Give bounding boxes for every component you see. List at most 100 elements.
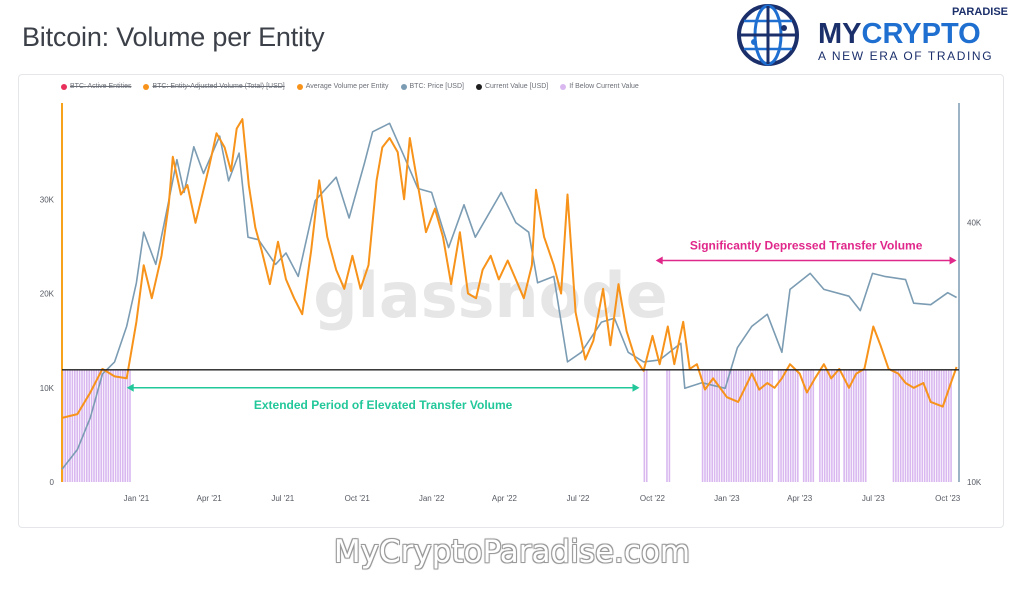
page-title: Bitcoin: Volume per Entity — [22, 22, 325, 52]
below-current-stripe — [645, 369, 648, 482]
annotation-text: Significantly Depressed Transfer Volume — [690, 239, 923, 253]
x-tick-label: Jan '22 — [419, 494, 445, 503]
below-current-stripe — [855, 369, 857, 482]
legend-dot-icon — [560, 83, 567, 90]
below-current-stripe — [935, 369, 938, 482]
below-current-stripe — [114, 369, 117, 482]
below-current-stripe — [850, 369, 853, 482]
below-current-stripe — [845, 369, 848, 482]
below-current-stripe — [708, 369, 711, 482]
below-current-stripe — [95, 369, 98, 482]
below-current-stripe — [737, 369, 740, 482]
below-current-stripe — [777, 369, 780, 482]
below-current-stripe — [759, 369, 761, 482]
below-current-stripe — [899, 369, 902, 482]
below-current-stripe — [943, 369, 945, 482]
below-current-stripe — [835, 369, 838, 482]
below-current-stripe — [668, 369, 671, 482]
below-current-stripe — [720, 369, 723, 482]
legend-item[interactable]: BTC: Price [USD] — [400, 83, 464, 90]
x-tick-label: Jan '23 — [714, 494, 740, 503]
below-current-stripe — [93, 369, 95, 482]
below-current-stripe — [81, 369, 83, 482]
chart-card: BTC: Active Entities BTC: Entity-Adjusted… — [18, 74, 1004, 528]
below-current-stripe — [112, 369, 114, 482]
annotation-arrowhead-left — [655, 256, 663, 265]
below-current-stripe — [66, 369, 69, 482]
below-current-stripe — [124, 369, 126, 482]
legend-label: If Below Current Value — [569, 83, 639, 90]
below-current-stripe — [105, 369, 107, 482]
below-current-stripe — [704, 369, 706, 482]
x-tick-label: Jul '23 — [862, 494, 885, 503]
below-current-stripe — [919, 369, 921, 482]
below-current-stripe — [740, 369, 742, 482]
below-current-stripe — [666, 369, 668, 482]
below-current-stripe — [780, 369, 782, 482]
below-current-stripe — [947, 369, 950, 482]
below-current-stripe — [761, 369, 764, 482]
annotation-0: Extended Period of Elevated Transfer Vol… — [126, 383, 640, 412]
below-current-range-2 — [666, 369, 671, 482]
below-current-stripe — [892, 369, 895, 482]
below-current-stripe — [768, 369, 771, 482]
x-tick-label: Jul '21 — [271, 494, 294, 503]
below-current-stripe — [907, 369, 909, 482]
y-right-tick-label: 40K — [967, 219, 982, 228]
below-current-stripe — [843, 369, 845, 482]
below-current-stripe — [771, 369, 773, 482]
legend-label: Current Value [USD] — [484, 83, 549, 90]
below-current-stripe — [904, 369, 907, 482]
legend-item[interactable]: Current Value [USD] — [475, 83, 549, 90]
below-current-stripe — [931, 369, 933, 482]
logo-brand-accent: CRYPTO — [862, 18, 981, 50]
legend-dot-icon — [400, 83, 407, 90]
below-current-stripe — [102, 369, 105, 482]
below-current-stripe — [725, 369, 728, 482]
below-current-stripe — [848, 369, 850, 482]
below-current-stripe — [926, 369, 928, 482]
below-current-stripe — [933, 369, 936, 482]
below-current-stripe — [730, 369, 733, 482]
x-tick-label: Oct '22 — [640, 494, 666, 503]
below-current-stripe — [764, 369, 766, 482]
legend-item[interactable]: If Below Current Value — [560, 83, 639, 90]
below-current-stripe — [823, 369, 826, 482]
below-current-stripe — [747, 369, 749, 482]
x-tick-label: Jul '22 — [567, 494, 590, 503]
below-current-range-4 — [777, 369, 799, 482]
legend-dot-icon — [296, 83, 303, 90]
brand-logo: PARADISE MYCRYPTO A NEW ERA OF TRADING — [737, 4, 1008, 66]
annotation-arrowhead-right — [949, 256, 957, 265]
y-left-tick-label: 0 — [50, 478, 55, 487]
below-current-stripe — [732, 369, 735, 482]
annotation-text: Extended Period of Elevated Transfer Vol… — [254, 398, 513, 412]
below-current-stripe — [923, 369, 926, 482]
below-current-stripe — [797, 369, 799, 482]
legend-dot-icon — [475, 83, 482, 90]
below-current-stripe — [895, 369, 897, 482]
x-tick-label: Oct '21 — [345, 494, 371, 503]
legend-item[interactable]: Average Volume per Entity — [296, 83, 389, 90]
legend-item[interactable]: BTC: Active Entities — [61, 83, 131, 90]
x-tick-label: Apr '21 — [197, 494, 223, 503]
below-current-stripe — [749, 369, 752, 482]
below-current-stripe — [945, 369, 948, 482]
below-current-range-3 — [701, 369, 773, 482]
below-current-stripe — [716, 369, 718, 482]
below-current-stripe — [852, 369, 855, 482]
legend-item[interactable]: BTC: Entity-Adjusted Volume (Total) [USD… — [143, 83, 285, 90]
below-current-stripe — [857, 369, 860, 482]
globe-circuit-icon — [737, 4, 799, 66]
annotation-1: Significantly Depressed Transfer Volume — [655, 239, 957, 265]
below-current-stripe — [940, 369, 943, 482]
x-tick-label: Apr '22 — [492, 494, 518, 503]
below-current-stripe — [713, 369, 716, 482]
below-current-stripe — [810, 369, 812, 482]
below-current-stripe — [126, 369, 129, 482]
below-current-stripe — [74, 369, 76, 482]
y-left-tick-label: 30K — [40, 195, 55, 204]
below-current-stripe — [752, 369, 754, 482]
below-current-stripe — [789, 369, 792, 482]
